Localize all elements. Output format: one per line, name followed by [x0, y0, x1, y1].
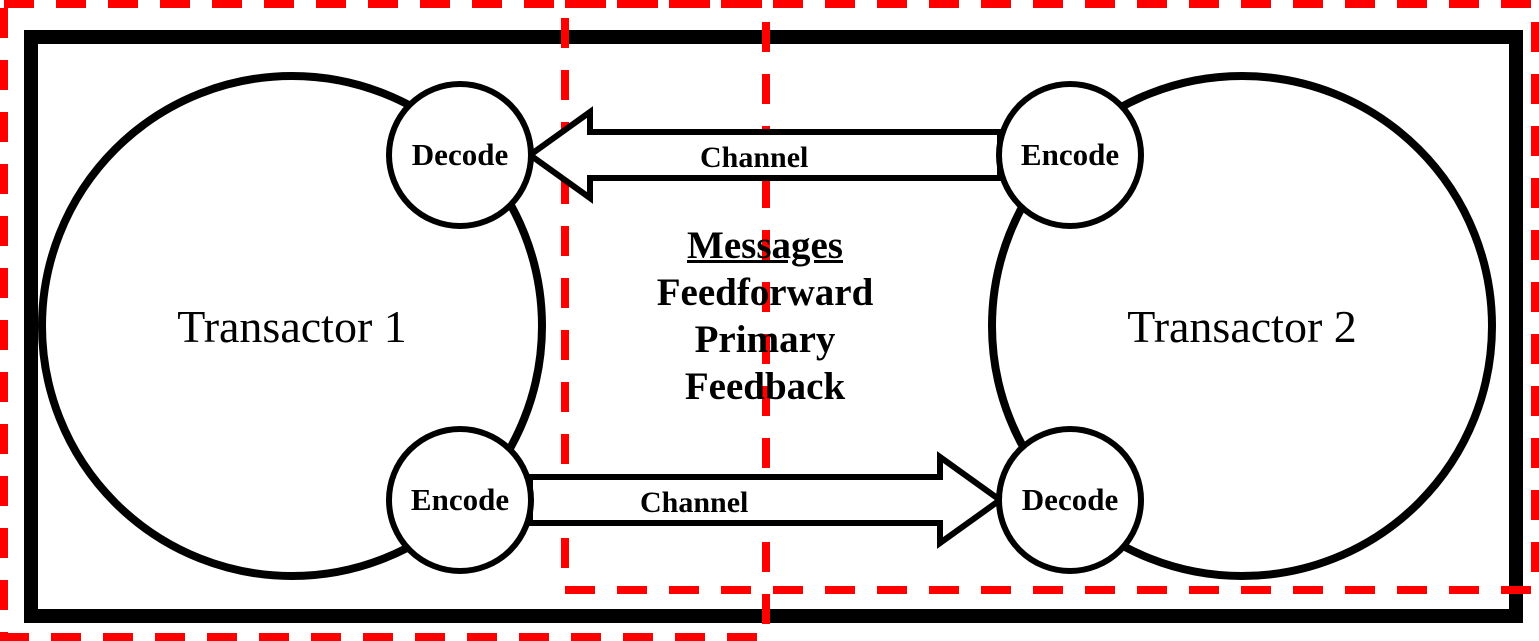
- messages-line-feedback: Feedback: [600, 363, 930, 410]
- t2-decode-label: Decode: [1022, 482, 1118, 518]
- messages-line-primary: Primary: [600, 316, 930, 363]
- channel-label-bottom: Channel: [640, 486, 748, 520]
- messages-block: Messages Feedforward Primary Feedback: [600, 222, 930, 410]
- channel-label-top: Channel: [700, 141, 808, 175]
- transactor-2-label: Transactor 2: [1127, 300, 1357, 353]
- t1-encode-label: Encode: [411, 482, 509, 518]
- t2-decode-circle: Decode: [996, 426, 1144, 574]
- t2-encode-circle: Encode: [996, 81, 1144, 229]
- t1-decode-circle: Decode: [386, 81, 534, 229]
- channel-arrow-bottom: [460, 447, 1070, 553]
- transactor-1-label: Transactor 1: [177, 300, 407, 353]
- messages-heading: Messages: [600, 222, 930, 269]
- t1-decode-label: Decode: [412, 137, 508, 173]
- messages-line-feedforward: Feedforward: [600, 269, 930, 316]
- t2-encode-label: Encode: [1021, 137, 1119, 173]
- t1-encode-circle: Encode: [386, 426, 534, 574]
